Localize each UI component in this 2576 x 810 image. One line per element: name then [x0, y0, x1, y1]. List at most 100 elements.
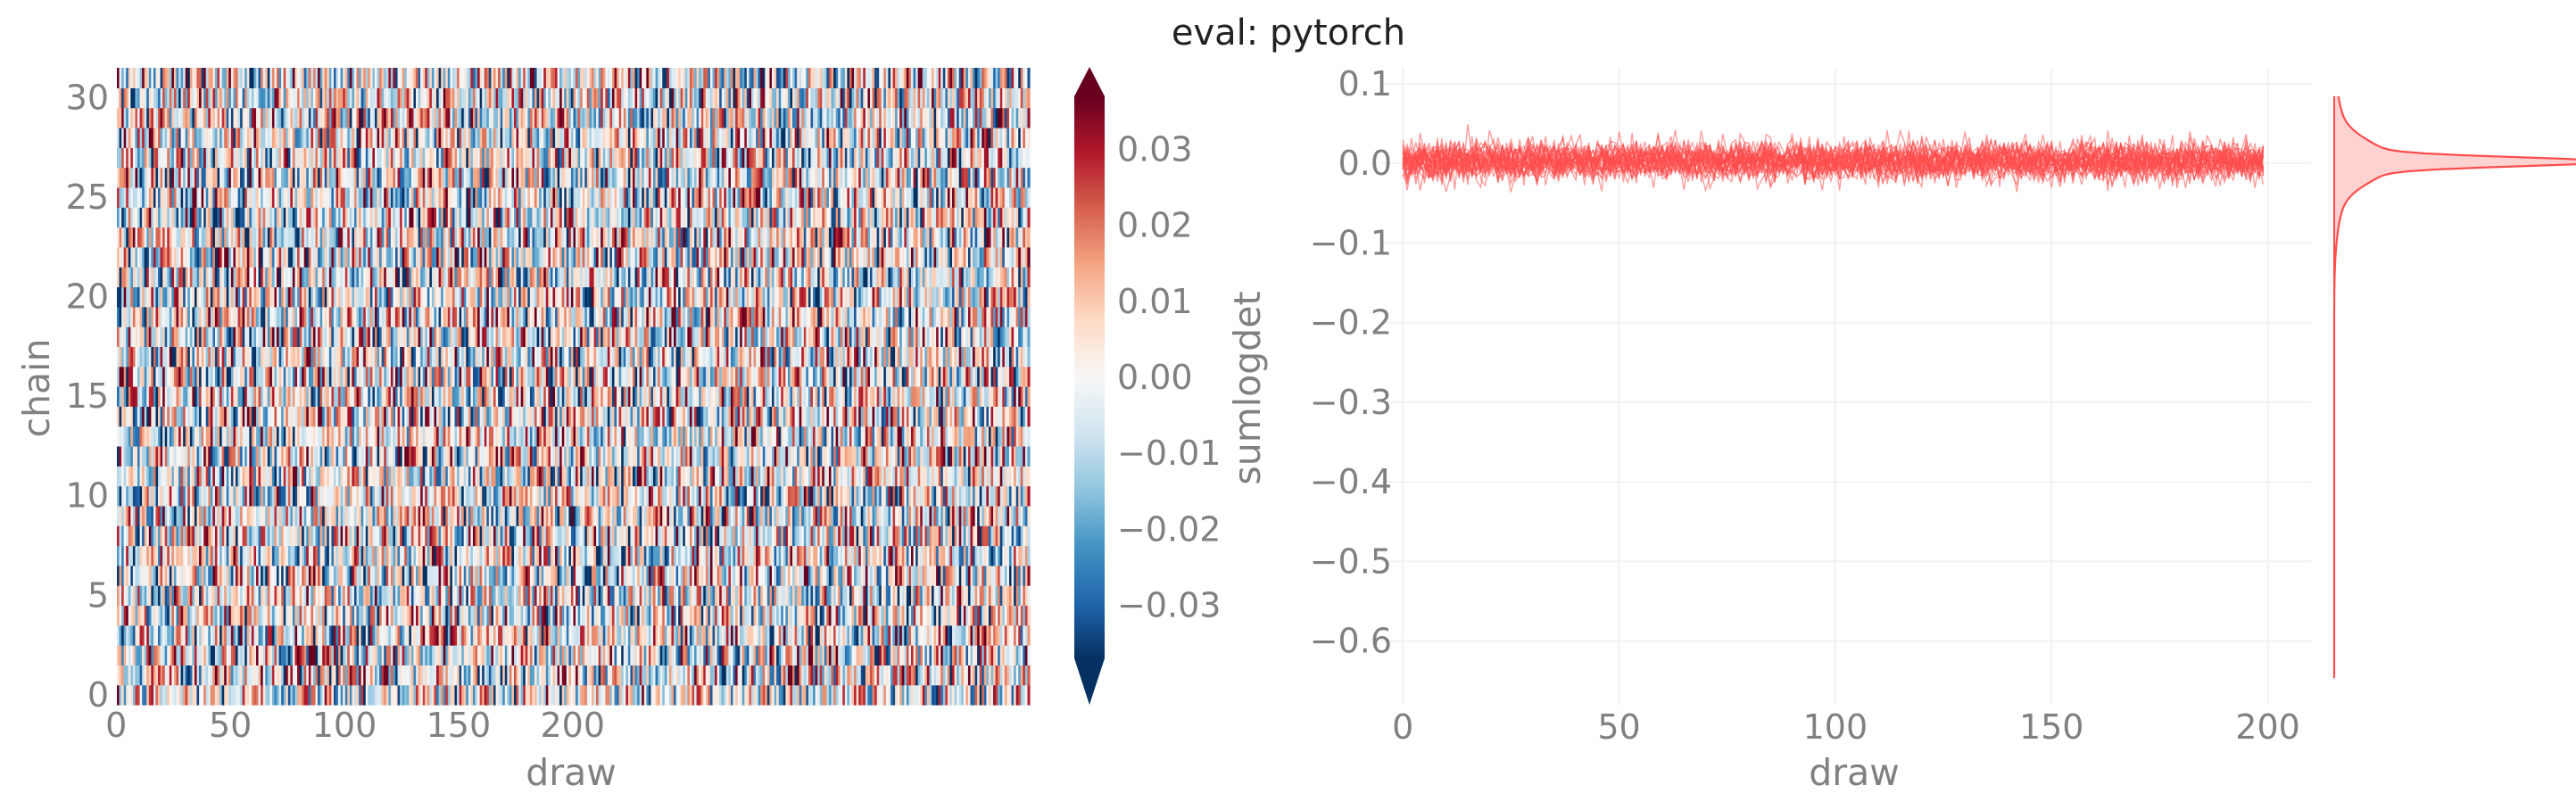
heatmap-cell [637, 565, 641, 586]
heatmap-cell [1023, 624, 1026, 646]
heatmap-cell [842, 545, 846, 566]
heatmap-cell [224, 585, 228, 607]
heatmap-cell [205, 545, 209, 566]
heatmap-cell [564, 565, 567, 586]
heatmap-cell [192, 545, 195, 566]
heatmap-cell [527, 525, 531, 547]
heatmap-cell [171, 545, 175, 566]
heatmap-cell [890, 605, 894, 626]
heatmap-cell [251, 684, 255, 706]
heatmap-cell [790, 565, 793, 586]
heatmap-cell [292, 645, 296, 665]
heatmap-cell [879, 665, 882, 686]
heatmap-cell [596, 624, 600, 646]
heatmap-cell [998, 525, 1001, 547]
heatmap-cell [148, 565, 152, 586]
heatmap-cell [212, 624, 216, 646]
heatmap-cell [176, 605, 179, 626]
heatmap-cell [724, 645, 727, 665]
heatmap-cell [671, 525, 675, 547]
heatmap-cell [721, 545, 725, 566]
heatmap-cell [318, 545, 321, 566]
heatmap-cell [402, 605, 405, 626]
heatmap-cell [863, 605, 866, 626]
heatmap-cell [860, 665, 864, 686]
heatmap-cell [343, 684, 346, 706]
heatmap-cell [402, 665, 405, 686]
heatmap-cell [192, 645, 195, 665]
heatmap-cell [904, 645, 907, 665]
heatmap-cell [838, 684, 841, 706]
heatmap-cell [416, 684, 419, 706]
heatmap-cell [130, 525, 134, 547]
heatmap-cell [340, 505, 344, 526]
heatmap-cell [958, 585, 962, 607]
heatmap-cell [319, 585, 323, 607]
heatmap-cell [539, 624, 543, 646]
heatmap-cell [908, 545, 912, 566]
heatmap-cell [201, 505, 204, 526]
heatmap-cell [596, 585, 600, 607]
heatmap-cell [917, 605, 921, 626]
heatmap-cell [327, 665, 330, 686]
heatmap-cell [445, 545, 449, 566]
heatmap-cell [208, 684, 211, 706]
heatmap-cell [402, 585, 405, 607]
heatmap-cell [372, 585, 376, 607]
heatmap-cell [692, 545, 695, 566]
heatmap-cell [237, 605, 241, 626]
heatmap-cell [550, 645, 554, 665]
heatmap-cell [758, 525, 761, 547]
heatmap-cell [1004, 645, 1008, 665]
heatmap-cell [539, 665, 543, 686]
heatmap-cell [724, 545, 727, 566]
heatmap-cell [591, 565, 595, 586]
heatmap-cell [990, 565, 994, 586]
heatmap-cell [961, 684, 965, 706]
heatmap-cell [278, 585, 282, 607]
heatmap-cell [331, 645, 335, 665]
heatmap-cell [965, 545, 969, 566]
heatmap-cell [584, 624, 588, 646]
heatmap-cell [532, 585, 535, 607]
heatmap-cell [319, 545, 323, 566]
heatmap-cell [760, 525, 764, 547]
heatmap-cell [139, 605, 143, 626]
heatmap-cell [356, 665, 360, 686]
heatmap-cell [824, 624, 827, 646]
heatmap-cell [208, 505, 211, 526]
heatmap-cell [472, 545, 476, 566]
heatmap-cell [253, 605, 257, 626]
heatmap-cell [119, 585, 122, 607]
heatmap-cell [400, 665, 403, 686]
heatmap-cell [933, 665, 937, 686]
heatmap-cell [799, 624, 802, 646]
heatmap-cell [377, 665, 380, 686]
heatmap-cell [915, 585, 919, 607]
heatmap-cell [359, 525, 362, 547]
heatmap-cell [498, 525, 501, 547]
heatmap-cell [557, 684, 560, 706]
heatmap-cell [730, 525, 734, 547]
heatmap-cell [454, 605, 458, 626]
heatmap-cell [228, 684, 232, 706]
heatmap-cell [335, 545, 339, 566]
heatmap-cell [858, 684, 862, 706]
heatmap-cell [509, 645, 513, 665]
heatmap-cell [338, 645, 342, 665]
heatmap-cell [353, 545, 358, 566]
heatmap-cell [721, 645, 725, 665]
heatmap-cell [271, 585, 276, 607]
heatmap-cell [908, 645, 912, 665]
heatmap-cell [176, 525, 179, 547]
heatmap-cell [525, 645, 528, 665]
heatmap-cell [375, 684, 378, 706]
heatmap-cell [774, 525, 777, 547]
heatmap-cell [269, 665, 273, 686]
heatmap-cell [561, 645, 565, 665]
heatmap-cell [598, 565, 601, 586]
heatmap-cell [121, 665, 125, 686]
heatmap-cell [335, 605, 339, 626]
heatmap-cell [347, 565, 351, 586]
heatmap-cell [700, 545, 704, 566]
